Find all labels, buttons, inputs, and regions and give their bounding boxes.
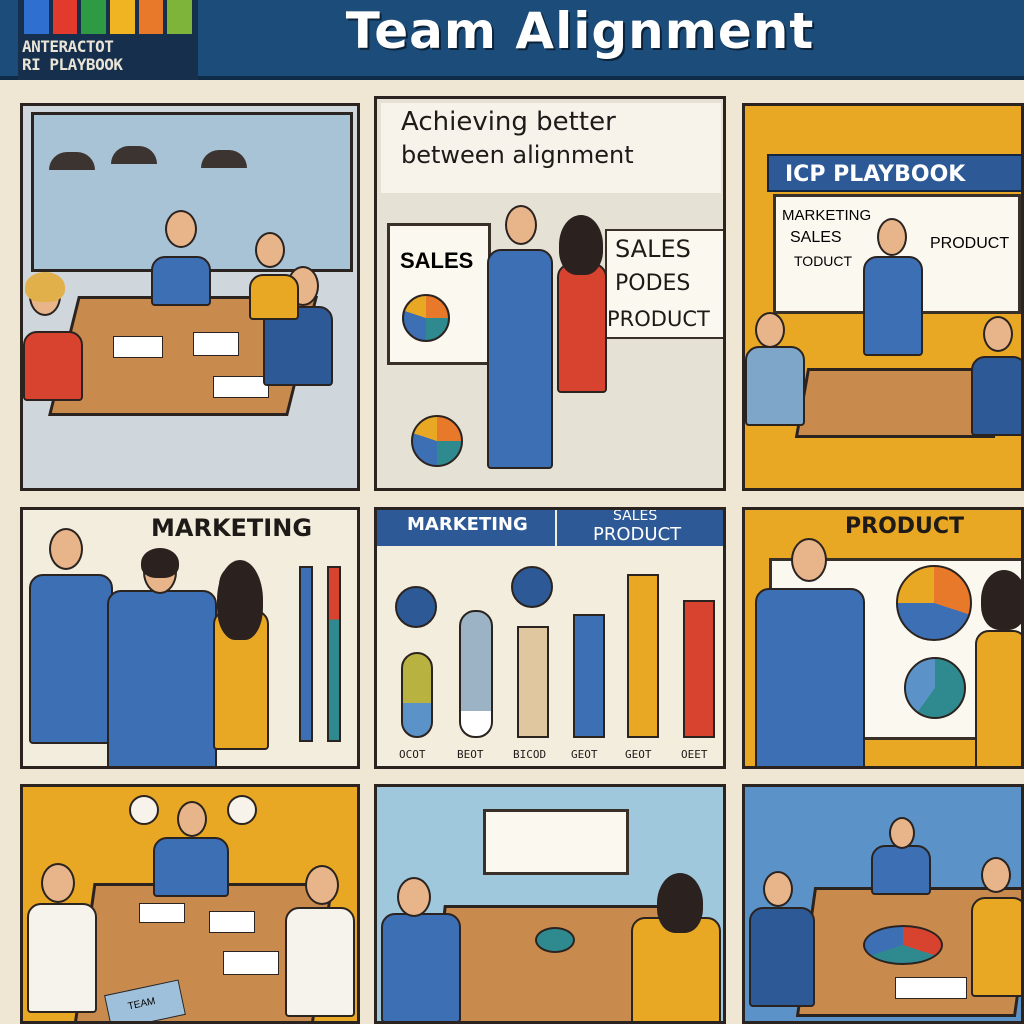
presentation-screen xyxy=(483,809,629,875)
chart-tick-label: OEET xyxy=(681,748,708,761)
board-word: TODUCT xyxy=(794,253,853,269)
caption-box: Achieving better between alignment xyxy=(381,103,721,193)
clock-icon xyxy=(227,795,257,825)
panel-blue-meeting xyxy=(742,784,1024,1024)
panel-product: PRODUCT xyxy=(742,507,1024,769)
chart-tick-label: OCOT xyxy=(399,748,426,761)
pie-chart-icon xyxy=(904,657,966,719)
pendant-lamp-icon xyxy=(111,146,157,164)
document xyxy=(193,332,239,356)
sign-line-podes: PODES xyxy=(615,271,691,296)
chart-bar xyxy=(573,614,605,738)
document xyxy=(895,977,967,999)
panel-team-meeting: TEAM xyxy=(20,784,360,1024)
pie-chart-icon xyxy=(896,565,972,641)
panel-group-discussion xyxy=(374,784,726,1024)
sign-line-sales: SALES xyxy=(615,235,691,263)
board-word: PRODUCT xyxy=(930,235,1010,252)
caption-line-2: between alignment xyxy=(401,141,634,169)
document xyxy=(213,376,269,398)
logo: ANTERACTOT RI PLAYBOOK xyxy=(18,0,198,80)
chart-tick-label: GEOT xyxy=(625,748,652,761)
logo-color-bars xyxy=(24,0,193,34)
chart-marker xyxy=(395,586,437,628)
document xyxy=(113,336,163,358)
page-title: Team Alignment xyxy=(345,2,815,60)
pendant-lamp-icon xyxy=(201,150,247,168)
sign-line-product: PRODUCT xyxy=(607,307,710,331)
chart-bar xyxy=(299,566,313,742)
header-banner: ANTERACTOT RI PLAYBOOK Team Alignment xyxy=(0,0,1024,80)
pendant-lamp-icon xyxy=(49,152,95,170)
pie-chart-icon xyxy=(402,294,450,342)
logo-text: ANTERACTOT RI PLAYBOOK xyxy=(22,37,123,74)
tab-sales-product: SALES PRODUCT xyxy=(557,510,723,546)
window-cityscape xyxy=(31,112,353,272)
chart-bar xyxy=(517,626,549,738)
pie-chart-icon xyxy=(863,925,943,965)
easel-label: SALES xyxy=(400,248,474,273)
chart-tick-label: BEOT xyxy=(457,748,484,761)
pie-chart-icon xyxy=(411,415,463,467)
panel-icp-playbook: ICP PLAYBOOK MARKETING SALES TODUCT PROD… xyxy=(742,103,1024,491)
chart-bar xyxy=(401,652,433,738)
document xyxy=(223,951,279,975)
document xyxy=(209,911,255,933)
clock-icon xyxy=(129,795,159,825)
chart-bar xyxy=(627,574,659,738)
panel-marketing: MARKETING xyxy=(20,507,360,769)
panel-meeting-room xyxy=(20,103,360,491)
chart-tick-label: BICOD xyxy=(513,748,547,761)
panel-label: MARKETING xyxy=(151,514,313,542)
caption-line-1: Achieving better xyxy=(401,107,616,137)
chart-bar xyxy=(683,600,715,738)
panel-handshake: Achieving better between alignment SALES… xyxy=(374,96,726,491)
icp-playbook-banner: ICP PLAYBOOK xyxy=(767,154,1021,192)
board-word: SALES xyxy=(790,229,842,246)
chart-bar xyxy=(327,566,341,742)
tab-marketing: MARKETING xyxy=(377,510,555,546)
easel-board: SALES xyxy=(387,223,491,365)
chart-bar xyxy=(459,610,493,738)
plant-icon xyxy=(535,927,575,953)
department-sign: SALES PODES PRODUCT xyxy=(605,229,723,339)
board-word: MARKETING xyxy=(782,207,872,224)
panel-label: PRODUCT xyxy=(845,514,965,539)
panel-alignment-chart: MARKETING SALES PRODUCT OCOT BEOT BICOD … xyxy=(374,507,726,769)
chart-marker xyxy=(511,566,553,608)
document xyxy=(139,903,185,923)
chart-tick-label: GEOT xyxy=(571,748,598,761)
